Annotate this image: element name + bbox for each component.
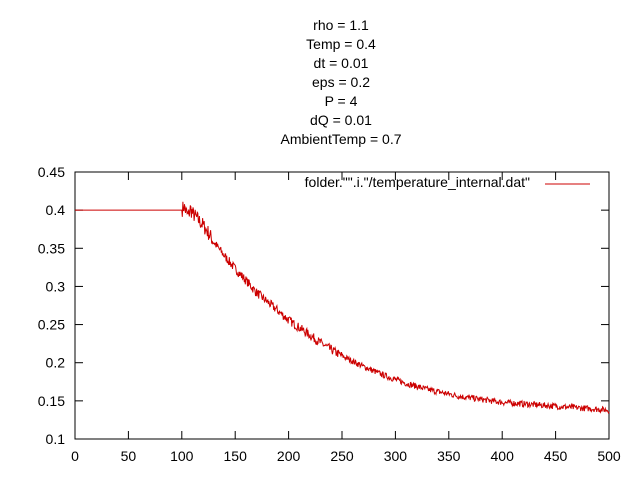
title-line: Temp = 0.4 [306,36,376,52]
chart-title: rho = 1.1 Temp = 0.4 dt = 0.01 eps = 0.2 P =… [280,17,401,147]
series-line [75,201,610,415]
title-line: dQ = 0.01 [310,112,372,128]
x-tick-label: 0 [71,448,79,464]
y-tick-label: 0.25 [38,317,65,333]
x-axis: 0 50 100 150 200 250 300 350 400 450 500 [71,172,621,464]
y-tick-label: 0.4 [46,202,66,218]
x-tick-label: 400 [491,448,515,464]
y-tick-label: 0.1 [46,431,66,447]
x-tick-label: 300 [384,448,408,464]
title-line: AmbientTemp = 0.7 [280,131,401,147]
x-tick-label: 350 [437,448,461,464]
x-tick-label: 100 [170,448,194,464]
y-tick-label: 0.35 [38,240,65,256]
y-tick-label: 0.15 [38,393,65,409]
legend-label: folder."".i."/temperature_internal.dat" [305,174,530,190]
y-tick-label: 0.3 [46,278,66,294]
legend: folder."".i."/temperature_internal.dat" [305,174,590,190]
x-tick-label: 500 [597,448,621,464]
x-tick-label: 250 [330,448,354,464]
x-tick-label: 200 [277,448,301,464]
title-line: eps = 0.2 [312,74,370,90]
series-group [75,201,610,415]
y-tick-label: 0.45 [38,164,65,180]
title-line: dt = 0.01 [314,55,369,71]
x-tick-label: 150 [224,448,248,464]
y-axis: 0.1 0.15 0.2 0.25 0.3 0.35 0.4 0.45 [38,164,609,447]
title-line: rho = 1.1 [313,17,369,33]
y-tick-label: 0.2 [46,355,66,371]
x-tick-label: 450 [544,448,568,464]
title-line: P = 4 [325,93,358,109]
x-tick-label: 50 [121,448,137,464]
plot-frame [74,171,610,440]
